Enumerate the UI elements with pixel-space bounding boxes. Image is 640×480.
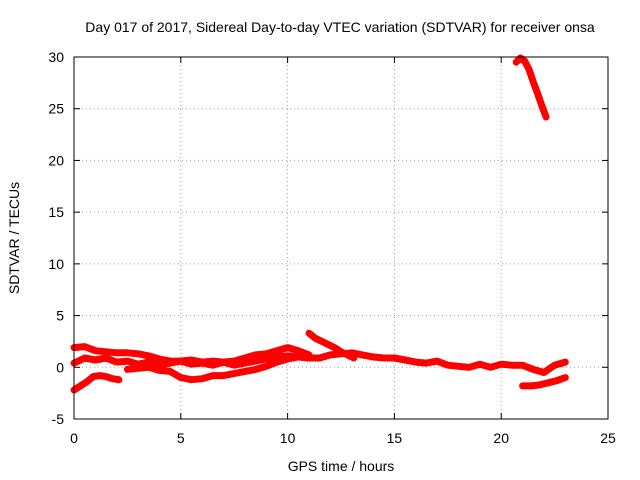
x-tick-label: 20 [493, 430, 509, 446]
plot-frame [73, 56, 609, 420]
chart-title: Day 017 of 2017, Sidereal Day-to-day VTE… [85, 19, 595, 35]
y-tick-label: 10 [48, 256, 64, 272]
data-series-group [70, 54, 569, 394]
x-tick-label: 25 [600, 430, 616, 446]
y-tick-label: 20 [48, 152, 64, 168]
series-arc-midday-bump [305, 329, 358, 362]
series-arc-late-low [519, 374, 569, 390]
x-tick-label: 10 [280, 430, 296, 446]
series-arc-middle-band [70, 349, 569, 376]
x-tick-label: 0 [70, 430, 78, 446]
x-tick-label: 5 [177, 430, 185, 446]
x-axis-ticks: 0 5 10 15 20 25 [70, 57, 616, 446]
y-tick-label: 15 [48, 204, 64, 220]
x-axis-label: GPS time / hours [288, 458, 395, 474]
series-arc-lower-band [123, 353, 313, 384]
y-tick-label: 0 [56, 359, 64, 375]
series-arc-early-descending [70, 372, 123, 394]
x-tick-label: 15 [387, 430, 403, 446]
y-tick-label: 30 [48, 49, 64, 65]
y-tick-label: -5 [52, 411, 65, 427]
y-tick-label: 25 [48, 101, 64, 117]
y-axis-ticks: -5 0 5 10 15 20 25 30 [48, 49, 608, 427]
y-axis-label: SDTVAR / TECUs [6, 182, 22, 294]
y-tick-label: 5 [56, 308, 64, 324]
series-arc-late-spike [512, 54, 550, 121]
series-arc-upper-band [70, 343, 313, 366]
